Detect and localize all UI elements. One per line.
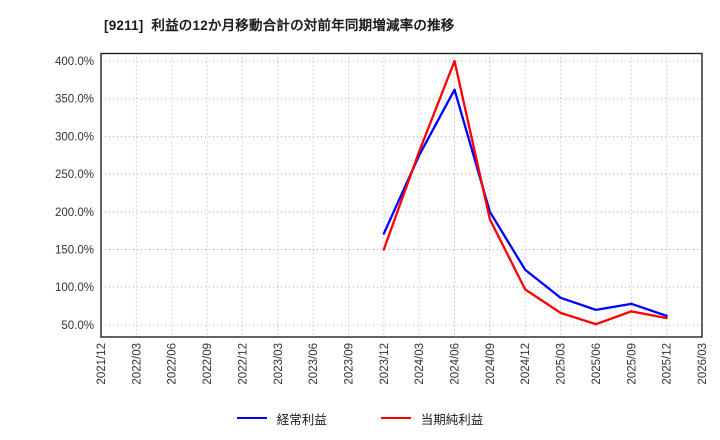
series-line-経常利益: [382, 88, 668, 318]
x-tick-label: 2024/09: [485, 343, 497, 385]
legend: 経常利益 当期純利益: [0, 403, 720, 433]
x-tick-label: 2024/03: [414, 343, 426, 385]
legend-label: 経常利益: [276, 412, 327, 427]
y-tick-label: 200.0%: [55, 207, 94, 219]
x-tick-label: 2022/06: [167, 343, 179, 385]
plot-border: [100, 52, 703, 338]
plot-area: 400.0% 350.0% 300.0% 250.0% 200.0% 150.0% 100.…: [55, 52, 709, 385]
x-tick-label: 2022/03: [131, 343, 143, 385]
x-tick-label: 2024/12: [520, 343, 532, 385]
x-tick-label: 2022/12: [237, 343, 249, 385]
y-tick-label: 250.0%: [55, 169, 94, 181]
x-tick-label: 2025/12: [662, 343, 674, 385]
legend-label: 当期純利益: [420, 412, 484, 427]
series-line-当期純利益: [382, 59, 668, 326]
chart-title: [9211] 利益の12か月移動合計の対前年同期増減率の推移: [104, 18, 455, 33]
x-tick-label: 2021/12: [96, 343, 108, 385]
legend-line-red-icon: [380, 417, 411, 419]
x-tick-label: 2022/09: [202, 343, 214, 385]
y-tick-label: 400.0%: [55, 56, 94, 68]
y-tick-label: 100.0%: [55, 282, 94, 294]
x-tick-label: 2025/06: [591, 343, 603, 385]
y-tick-label: 350.0%: [55, 94, 94, 106]
y-tick-label: 150.0%: [55, 245, 94, 257]
x-tick-label: 2023/09: [343, 343, 355, 385]
legend-line-blue-icon: [236, 417, 267, 419]
x-tick-label: 2026/03: [697, 343, 709, 385]
x-tick-label: 2024/06: [450, 343, 462, 385]
legend-item-keijou-rieki: 経常利益: [236, 409, 327, 428]
legend-item-touki-junrieki: 当期純利益: [380, 409, 484, 428]
x-tick-label: 2023/03: [273, 343, 285, 385]
x-tick-label: 2025/03: [556, 343, 568, 385]
x-tick-label: 2023/12: [379, 343, 391, 385]
y-tick-label: 300.0%: [55, 131, 94, 143]
y-tick-label: 50.0%: [61, 320, 94, 332]
x-tick-label: 2025/09: [626, 343, 638, 385]
x-tick-label: 2023/06: [308, 343, 320, 385]
